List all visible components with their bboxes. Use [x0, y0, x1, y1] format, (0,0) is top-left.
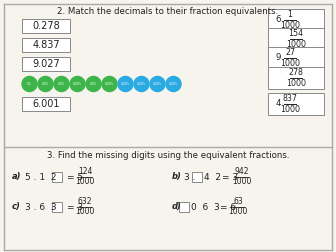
Text: 0.278: 0.278 — [32, 21, 60, 31]
Text: c): c) — [12, 203, 21, 211]
Circle shape — [38, 77, 53, 91]
Circle shape — [102, 77, 117, 91]
Circle shape — [54, 77, 69, 91]
Text: 0.001: 0.001 — [105, 82, 114, 86]
Text: 3 .: 3 . — [184, 173, 196, 181]
Text: 0.1: 0.1 — [27, 82, 32, 86]
FancyBboxPatch shape — [22, 38, 70, 52]
Text: 2. Match the decimals to their fraction equivalents.: 2. Match the decimals to their fraction … — [57, 8, 279, 16]
Circle shape — [86, 77, 101, 91]
Text: 0.01: 0.01 — [42, 82, 49, 86]
Text: = 3: = 3 — [67, 203, 83, 211]
Text: 0.001: 0.001 — [73, 82, 82, 86]
Text: 6: 6 — [275, 16, 281, 24]
Text: 0.001: 0.001 — [153, 82, 162, 86]
Text: 1: 1 — [288, 10, 293, 19]
Text: d): d) — [172, 203, 182, 211]
Circle shape — [166, 77, 181, 91]
Text: 9.027: 9.027 — [32, 59, 60, 69]
Text: = 6: = 6 — [220, 203, 236, 211]
Text: 1000: 1000 — [232, 177, 252, 186]
Text: 0.001: 0.001 — [121, 82, 130, 86]
Text: 278: 278 — [289, 68, 303, 77]
Text: b): b) — [172, 173, 182, 181]
FancyBboxPatch shape — [268, 28, 324, 50]
Text: 1000: 1000 — [280, 105, 300, 114]
Text: 0.01: 0.01 — [58, 82, 65, 86]
FancyBboxPatch shape — [52, 172, 62, 182]
FancyBboxPatch shape — [268, 93, 324, 115]
Text: 632: 632 — [78, 198, 92, 206]
Text: 0  6  3: 0 6 3 — [191, 203, 220, 211]
Text: 4.837: 4.837 — [32, 40, 60, 50]
FancyBboxPatch shape — [192, 172, 202, 182]
Text: 1000: 1000 — [286, 40, 306, 49]
FancyBboxPatch shape — [179, 202, 189, 212]
Text: 1000: 1000 — [228, 207, 248, 216]
Text: 3 . 6  3: 3 . 6 3 — [25, 203, 57, 211]
Circle shape — [22, 77, 37, 91]
FancyBboxPatch shape — [268, 67, 324, 89]
Text: 1000: 1000 — [75, 177, 95, 186]
Text: 4: 4 — [275, 100, 281, 109]
Text: 3. Find the missing digits using the equivalent fractions.: 3. Find the missing digits using the equ… — [47, 151, 289, 161]
Text: 6.001: 6.001 — [32, 99, 60, 109]
Text: a): a) — [12, 173, 22, 181]
Text: = 5: = 5 — [67, 173, 83, 181]
Text: 837: 837 — [283, 94, 297, 103]
Circle shape — [134, 77, 149, 91]
Text: 63: 63 — [233, 198, 243, 206]
Text: 1000: 1000 — [286, 79, 306, 88]
Text: 5 . 1  2: 5 . 1 2 — [25, 173, 56, 181]
Text: 124: 124 — [78, 168, 92, 176]
Text: 154: 154 — [289, 29, 303, 38]
Text: 9: 9 — [275, 53, 281, 62]
Text: 0.001: 0.001 — [169, 82, 178, 86]
Text: 27: 27 — [285, 48, 295, 57]
Text: 0.01: 0.01 — [90, 82, 97, 86]
FancyBboxPatch shape — [22, 57, 70, 71]
FancyBboxPatch shape — [52, 202, 62, 212]
Circle shape — [150, 77, 165, 91]
FancyBboxPatch shape — [22, 97, 70, 111]
Circle shape — [118, 77, 133, 91]
Text: 0.001: 0.001 — [137, 82, 146, 86]
Text: 4  2: 4 2 — [204, 173, 221, 181]
Text: 1000: 1000 — [75, 207, 95, 216]
FancyBboxPatch shape — [268, 9, 324, 31]
Text: 1000: 1000 — [280, 21, 300, 30]
Text: 942: 942 — [235, 168, 249, 176]
Text: = 3: = 3 — [222, 173, 238, 181]
Circle shape — [70, 77, 85, 91]
FancyBboxPatch shape — [22, 19, 70, 33]
FancyBboxPatch shape — [268, 47, 324, 69]
Text: 1000: 1000 — [280, 59, 300, 68]
